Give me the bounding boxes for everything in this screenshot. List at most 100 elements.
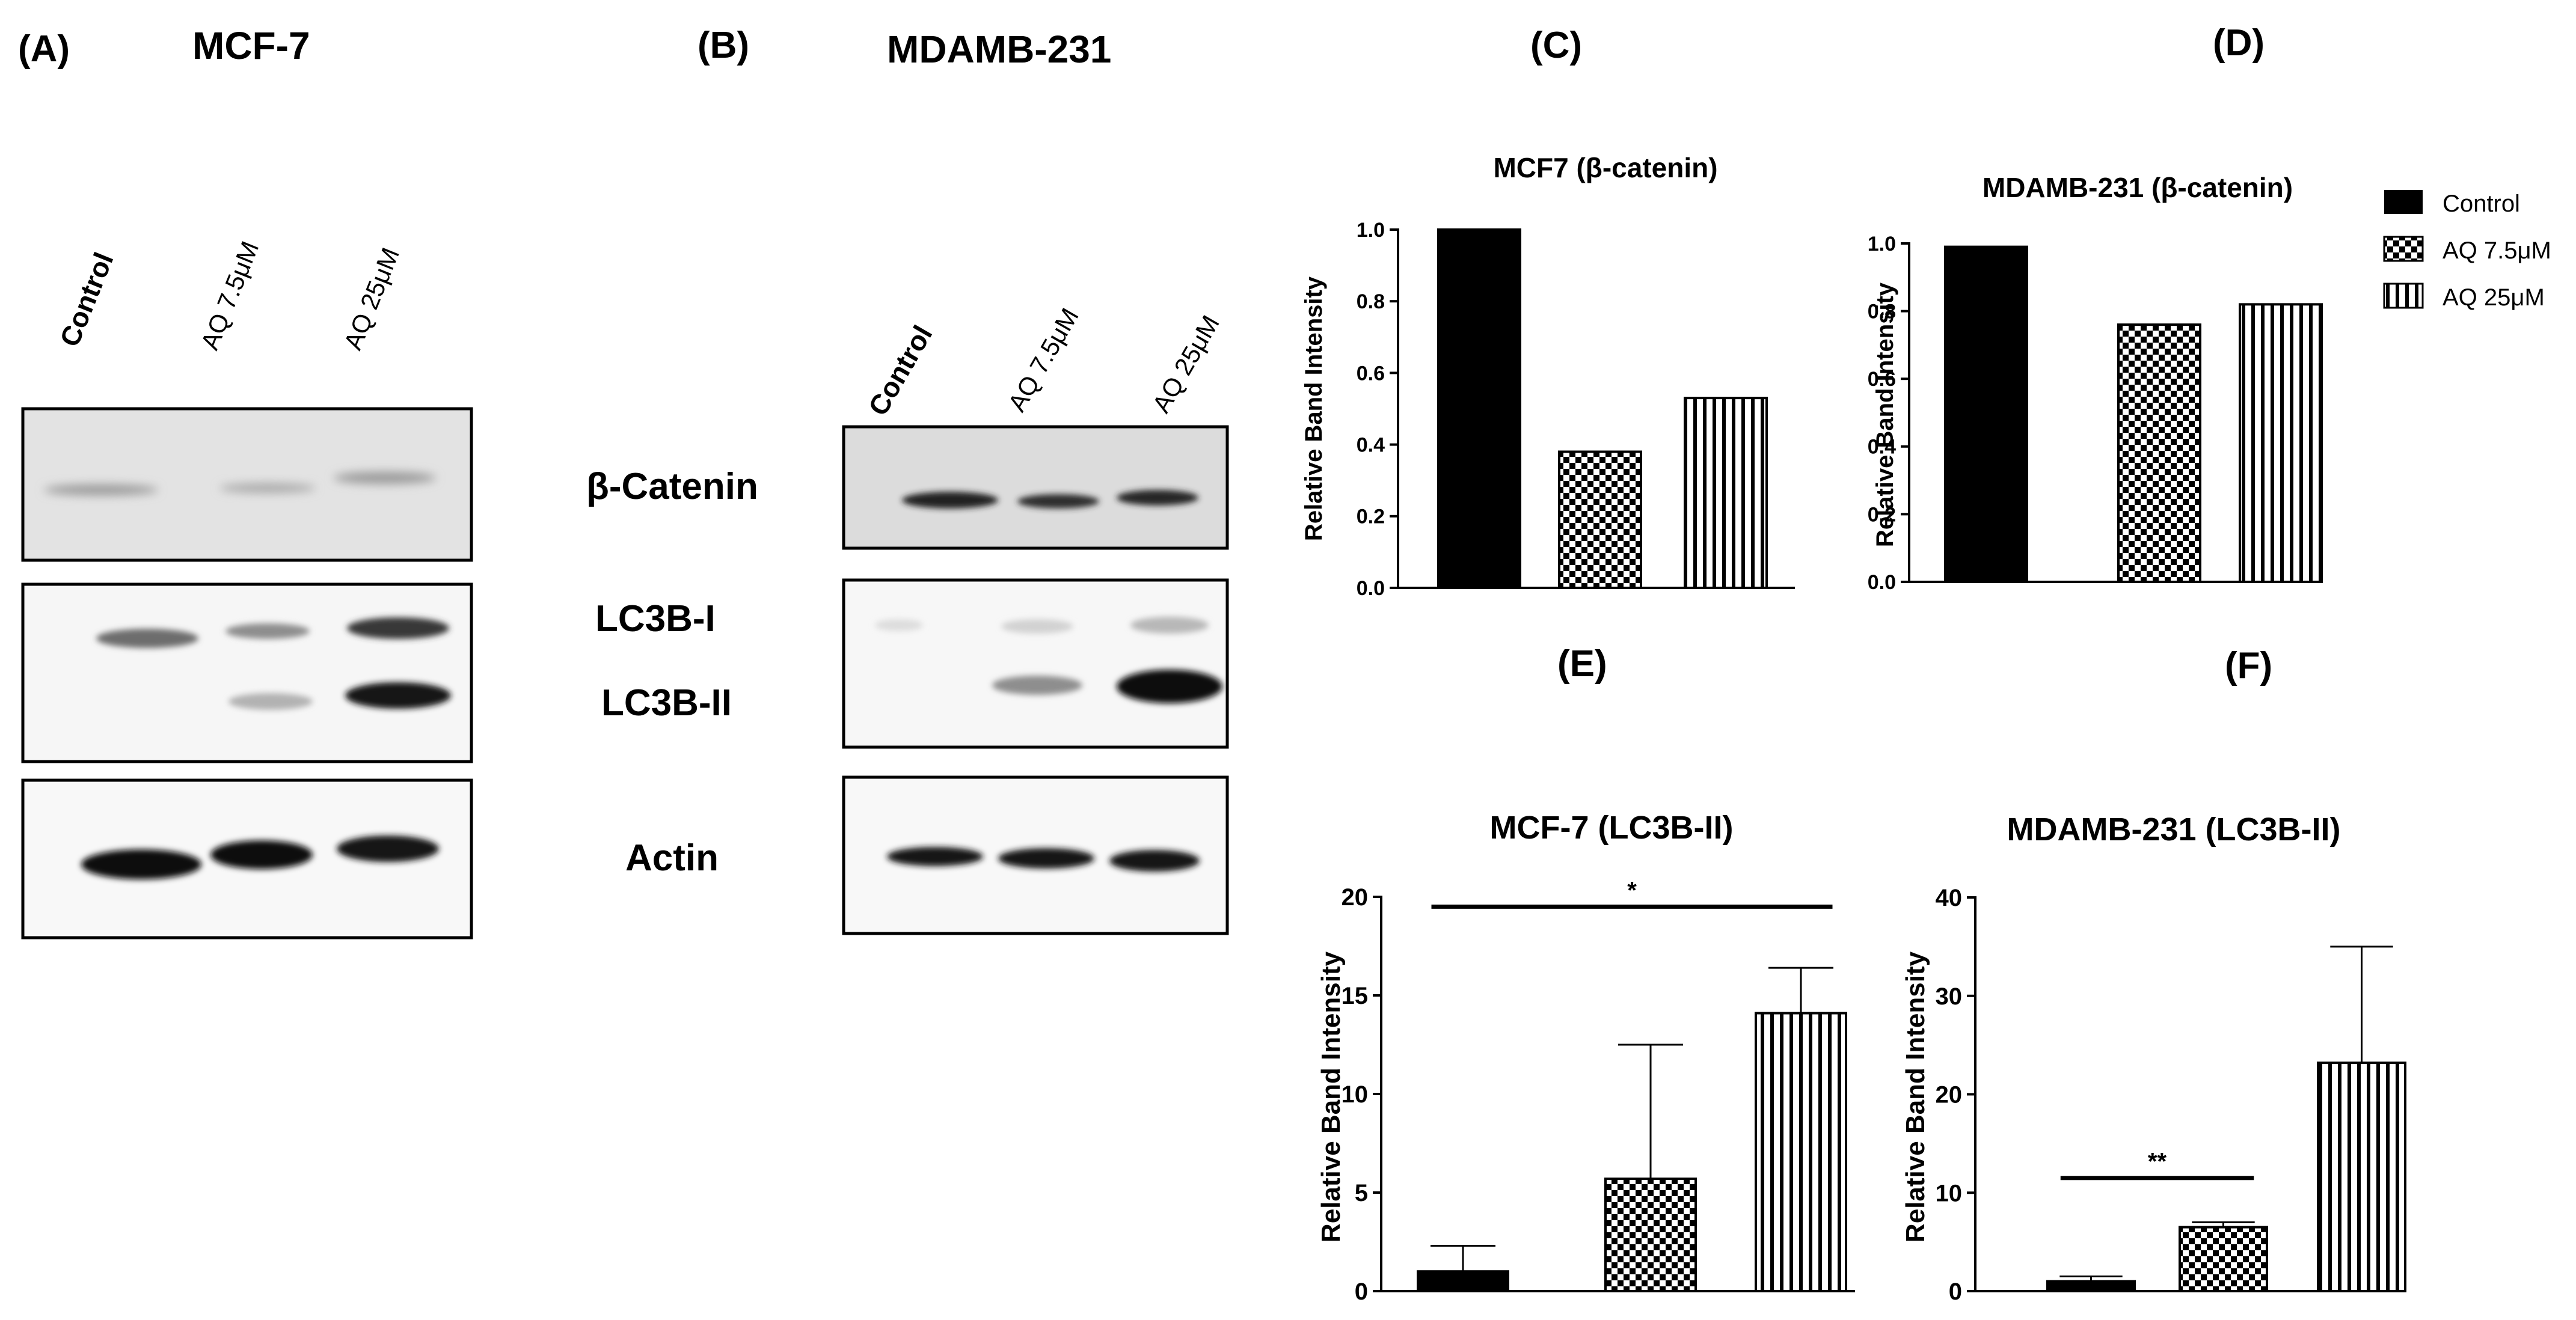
blot-b: Control AQ 7.5μM AQ 25μM bbox=[842, 304, 1229, 935]
blot-a: Control AQ 7.5μM AQ 25μM bbox=[21, 237, 473, 940]
blot-a-lane-label-aq25: AQ 25μM bbox=[339, 243, 405, 353]
blot-b-lane-label-aq75: AQ 7.5μM bbox=[1002, 304, 1084, 417]
label-actin: Actin bbox=[625, 837, 719, 879]
chart-f-ytick-label: 40 bbox=[1936, 885, 1963, 911]
chart-e-bar-control bbox=[1417, 1270, 1509, 1292]
chart-e-ytick-label: 10 bbox=[1342, 1081, 1369, 1108]
chart-f-ytick-label: 10 bbox=[1936, 1180, 1963, 1206]
chart-d-bar-control bbox=[1944, 245, 2028, 583]
legend-swatch-aq75 bbox=[2383, 236, 2424, 262]
chart-f-mdamb231-lc3b-ii: MDAMB-231 (LC3B-II) Relative Band Intensi… bbox=[1901, 811, 2406, 1305]
blot-b-actin-band bbox=[1109, 850, 1200, 872]
blot-a-lane-label-aq75: AQ 7.5μM bbox=[195, 237, 265, 354]
chart-c-ytick-label: 0.2 bbox=[1357, 506, 1385, 528]
blot-a-lc3b-i-band bbox=[96, 629, 198, 648]
blot-a-beta-catenin-band bbox=[219, 483, 316, 493]
legend-label-aq25: AQ 25μM bbox=[2443, 284, 2545, 311]
chart-d-ytick-label: 1.0 bbox=[1868, 233, 1896, 255]
blot-b-lc3b-ii-band bbox=[1117, 670, 1222, 703]
blot-b-beta-catenin-panel bbox=[842, 425, 1229, 550]
blot-b-beta-catenin-band bbox=[1117, 490, 1198, 506]
chart-e-mcf7-lc3b-ii: MCF-7 (LC3B-II) Relative Band Intensity 0 5… bbox=[1316, 810, 1855, 1305]
blot-b-lane-label-aq25: AQ 25μM bbox=[1147, 311, 1225, 418]
chart-c-ytick-label: 0.8 bbox=[1357, 290, 1385, 313]
blot-a-actin-band bbox=[210, 840, 313, 869]
blot-a-lc3b-i-band bbox=[225, 623, 310, 639]
label-lc3b-i: LC3B-I bbox=[595, 598, 716, 640]
panel-letter-f: (F) bbox=[2225, 645, 2272, 686]
blot-b-title: MDAMB-231 bbox=[887, 28, 1111, 71]
blot-a-actin-panel bbox=[21, 778, 473, 940]
blot-b-beta-catenin-band bbox=[902, 492, 998, 509]
chart-f-ytick-label: 0 bbox=[1949, 1279, 1962, 1305]
chart-d-ytick-label: 0.4 bbox=[1868, 436, 1896, 459]
legend-label-control: Control bbox=[2443, 191, 2520, 217]
chart-c-title: MCF7 (β-catenin) bbox=[1493, 152, 1717, 183]
chart-f-ylabel: Relative Band Intensity bbox=[1901, 951, 1930, 1242]
blot-b-lane-label-control: Control bbox=[862, 320, 939, 421]
blot-a-lane-label-control: Control bbox=[54, 248, 119, 351]
chart-d-bar-aq75 bbox=[2117, 323, 2201, 583]
blot-a-beta-catenin-band bbox=[44, 484, 158, 495]
blot-a-beta-catenin-panel bbox=[21, 407, 473, 562]
chart-d-ytick-label: 0.8 bbox=[1868, 301, 1896, 323]
chart-f-bar-control bbox=[2046, 1280, 2136, 1292]
chart-f-title: MDAMB-231 (LC3B-II) bbox=[2007, 811, 2340, 848]
chart-d-ytick-label: 0.0 bbox=[1868, 571, 1896, 594]
chart-d-bar-aq25 bbox=[2239, 303, 2323, 583]
chart-c-bar-control bbox=[1437, 228, 1521, 589]
blot-a-lc3b-ii-band bbox=[228, 693, 313, 710]
chart-e-ylabel: Relative Band Intensity bbox=[1316, 951, 1346, 1242]
blot-b-lc3b-i-band bbox=[875, 619, 923, 631]
chart-d-mdamb231-beta-catenin: MDAMB-231 (β-catenin) Relative Band Inten… bbox=[1868, 172, 2323, 594]
chart-c-ytick-label: 0.4 bbox=[1357, 434, 1385, 457]
blot-b-lc3b-i-band bbox=[1130, 617, 1209, 634]
panel-letter-a: (A) bbox=[18, 28, 70, 70]
panel-letter-b: (B) bbox=[698, 25, 749, 66]
blot-a-actin-band bbox=[337, 836, 439, 862]
chart-f-ytick-label: 30 bbox=[1936, 983, 1963, 1010]
label-beta-catenin: β-Catenin bbox=[586, 466, 758, 507]
panel-letter-c: (C) bbox=[1530, 25, 1582, 66]
blot-b-actin-panel bbox=[842, 775, 1229, 935]
blot-a-lc3b-ii-band bbox=[345, 682, 451, 709]
legend-swatch-aq25 bbox=[2383, 283, 2424, 309]
chart-c-bar-aq75 bbox=[1558, 450, 1642, 590]
chart-c-bar-aq25 bbox=[1684, 397, 1768, 589]
chart-c-ylabel: Relative Band Intensity bbox=[1301, 276, 1327, 541]
blot-a-actin-band bbox=[81, 849, 201, 879]
chart-d-ylabel: Relative Band Intensity bbox=[1872, 282, 1898, 547]
chart-e-ytick-label: 15 bbox=[1342, 983, 1369, 1009]
chart-e-bar-aq25 bbox=[1755, 1012, 1847, 1293]
chart-f-bar-aq25 bbox=[2317, 1062, 2406, 1292]
blot-b-actin-band bbox=[998, 848, 1094, 869]
blot-a-lc3b-panel bbox=[21, 582, 473, 763]
blot-b-beta-catenin-band bbox=[1017, 494, 1099, 509]
chart-c-ytick-label: 1.0 bbox=[1357, 219, 1385, 242]
blot-a-lc3b-i-band bbox=[347, 617, 449, 639]
chart-e-ytick-label: 20 bbox=[1342, 884, 1369, 911]
legend-label-aq75: AQ 7.5μM bbox=[2443, 237, 2551, 264]
chart-e-significance-label: * bbox=[1627, 877, 1637, 903]
chart-c-ytick-label: 0.0 bbox=[1357, 577, 1385, 600]
chart-e-ytick-label: 5 bbox=[1355, 1180, 1368, 1206]
chart-e-ytick-label: 0 bbox=[1355, 1279, 1368, 1305]
blot-b-actin-band bbox=[887, 847, 983, 866]
panel-letter-d: (D) bbox=[2213, 22, 2265, 64]
chart-c-ytick-label: 0.6 bbox=[1357, 362, 1385, 385]
blot-b-lc3b-ii-band bbox=[992, 676, 1082, 695]
chart-f-bar-aq75 bbox=[2179, 1226, 2268, 1292]
blot-b-lc3b-i-band bbox=[1001, 619, 1073, 634]
chart-d-title: MDAMB-231 (β-catenin) bbox=[1983, 172, 2293, 203]
blot-a-title: MCF-7 bbox=[192, 24, 310, 67]
label-lc3b-ii: LC3B-II bbox=[601, 682, 732, 724]
chart-e-bar-aq75 bbox=[1604, 1178, 1697, 1293]
chart-e-title: MCF-7 (LC3B-II) bbox=[1490, 810, 1734, 846]
blot-a-beta-catenin-band bbox=[334, 472, 436, 484]
chart-d-ytick-label: 0.2 bbox=[1868, 503, 1896, 526]
chart-f-ytick-label: 20 bbox=[1936, 1082, 1963, 1108]
chart-d-ytick-label: 0.6 bbox=[1868, 368, 1896, 391]
panel-letter-e: (E) bbox=[1557, 643, 1607, 685]
legend: Control AQ 7.5μM AQ 25μM bbox=[2383, 190, 2551, 311]
